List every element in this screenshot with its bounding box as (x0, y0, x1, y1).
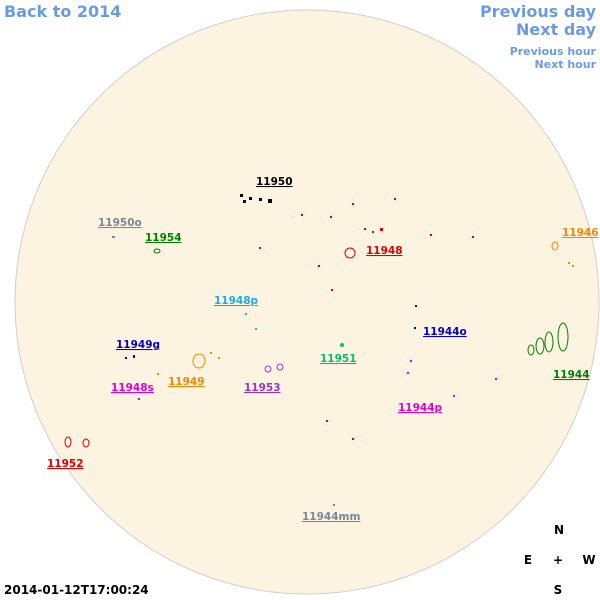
region-label[interactable]: 11948s (111, 382, 154, 394)
region-label[interactable]: 11944 (553, 369, 590, 381)
region-label[interactable]: 11946 (562, 227, 599, 239)
region-label[interactable]: 11948 (366, 245, 403, 257)
region-label[interactable]: 11952 (47, 458, 84, 470)
previous-hour-link[interactable]: Previous hour (509, 45, 596, 58)
compass-south: S (554, 583, 563, 597)
region-label[interactable]: 11951 (320, 353, 357, 365)
region-label[interactable]: 11944o (423, 326, 467, 338)
region-label[interactable]: 11948p (214, 295, 259, 307)
sunspots (64, 194, 574, 506)
region-label[interactable]: 11949 (168, 376, 205, 388)
solar-disk (14, 9, 600, 595)
compass-north: N (554, 523, 564, 537)
compass-center: + (553, 553, 563, 567)
next-hour-link[interactable]: Next hour (534, 58, 597, 71)
timestamp: 2014-01-12T17:00:24 (4, 583, 149, 597)
compass-west: W (582, 553, 595, 567)
region-label[interactable]: 11953 (244, 382, 281, 394)
back-link[interactable]: Back to 2014 (4, 2, 122, 21)
previous-day-link[interactable]: Previous day (479, 2, 596, 21)
region-label[interactable]: 11950 (256, 176, 293, 188)
region-label[interactable]: 11950o (98, 217, 142, 229)
next-day-link[interactable]: Next day (516, 20, 596, 39)
compass-east: E (524, 553, 532, 567)
region-label[interactable]: 11954 (145, 232, 182, 244)
region-label[interactable]: 11949g (116, 339, 160, 351)
region-label[interactable]: 11944p (398, 402, 443, 414)
region-label[interactable]: 11944mm (302, 511, 360, 523)
